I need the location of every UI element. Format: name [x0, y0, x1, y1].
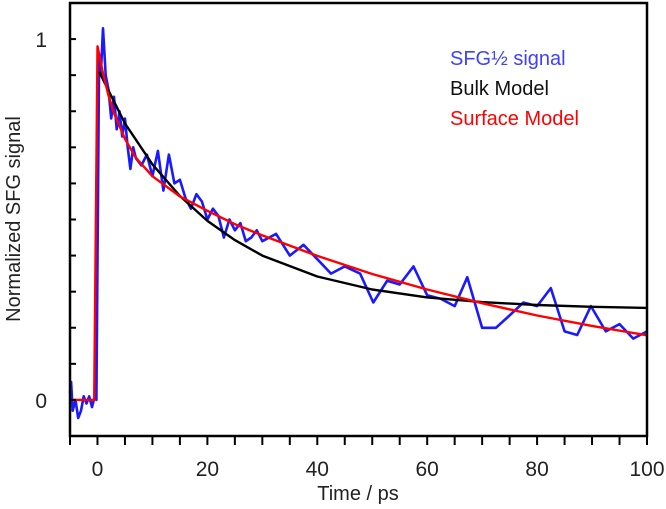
- legend: SFG½ signal Bulk Model Surface Model: [450, 48, 579, 130]
- y-tick-label: 1: [35, 29, 47, 52]
- x-tick-label: 100: [629, 458, 664, 481]
- legend-entry-signal: SFG½ signal: [450, 48, 566, 70]
- x-tick-label: 40: [306, 458, 329, 481]
- legend-entry-surface-model: Surface Model: [450, 108, 579, 130]
- surface-model-line: [70, 45, 648, 402]
- x-tick-label: 20: [196, 458, 219, 481]
- legend-entry-bulk-model: Bulk Model: [450, 78, 549, 100]
- x-axis-title: Time / ps: [317, 483, 399, 505]
- bulk-model-line: [98, 71, 648, 310]
- axis-ticks: 0 20 40 60 80 100 0 1: [35, 29, 664, 481]
- y-axis-title: Normalized SFG signal: [3, 116, 25, 322]
- x-tick-label: 60: [416, 458, 439, 481]
- y-tick-label: 0: [35, 390, 47, 413]
- x-tick-label: 0: [92, 458, 104, 481]
- signal-line: [68, 26, 648, 420]
- chart-marks: [68, 26, 648, 420]
- x-tick-label: 80: [525, 458, 548, 481]
